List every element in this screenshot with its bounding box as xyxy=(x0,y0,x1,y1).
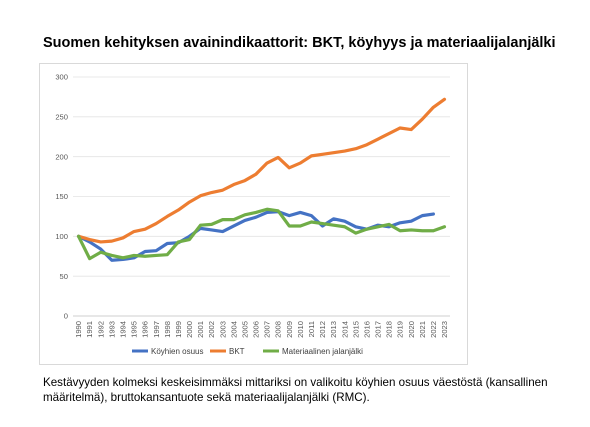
y-tick-label: 150 xyxy=(55,192,68,201)
x-tick-label: 2008 xyxy=(274,321,283,338)
x-tick-label: 2020 xyxy=(407,321,416,338)
y-tick-label: 250 xyxy=(55,112,68,121)
legend-item: Materiaalinen jalanjälki xyxy=(263,347,363,356)
x-tick-label: 2003 xyxy=(218,321,227,338)
x-axis-ticks: 1990 1991 1992 1993 1994 1995 1996 1997 1998 1999… xyxy=(74,321,449,338)
x-tick-label: 2013 xyxy=(329,321,338,338)
x-tick-label: 1990 xyxy=(74,321,83,338)
x-tick-label: 2017 xyxy=(374,321,383,338)
x-tick-label: 2006 xyxy=(252,321,261,338)
figure-caption: Kestävyyden kolmeksi keskeisimmäksi mitt… xyxy=(43,376,548,404)
legend-item: Köyhien osuus xyxy=(132,347,203,356)
x-tick-label: 1992 xyxy=(96,321,105,338)
x-tick-label: 2018 xyxy=(385,321,394,338)
x-tick-label: 1999 xyxy=(174,321,183,338)
x-tick-label: 2005 xyxy=(240,321,249,338)
x-tick-label: 2014 xyxy=(340,321,349,338)
x-tick-label: 2000 xyxy=(185,321,194,338)
y-tick-label: 300 xyxy=(55,73,68,82)
legend-label: Materiaalinen jalanjälki xyxy=(282,347,363,356)
x-tick-label: 1997 xyxy=(152,321,161,338)
chart-area: 0 50 100 150 200 250 300 1990 1991 1992 1993 1994 1… xyxy=(39,63,468,365)
y-tick-label: 100 xyxy=(55,232,68,241)
series-line-2 xyxy=(76,97,447,244)
y-axis-ticks: 0 50 100 150 200 250 300 xyxy=(55,73,68,321)
x-tick-label: 1998 xyxy=(163,321,172,338)
x-tick-label: 2023 xyxy=(440,321,449,338)
x-tick-label: 2021 xyxy=(418,321,427,338)
gridlines xyxy=(73,76,450,317)
x-tick-label: 2016 xyxy=(362,321,371,338)
x-tick-label: 1991 xyxy=(85,321,94,338)
legend-item: BKT xyxy=(210,347,245,356)
x-tick-label: 2011 xyxy=(307,321,316,337)
series-lines xyxy=(76,97,447,262)
legend-label: BKT xyxy=(229,347,245,356)
y-tick-label: 0 xyxy=(64,312,68,321)
x-tick-label: 1993 xyxy=(107,321,116,338)
x-tick-label: 2022 xyxy=(429,321,438,338)
x-tick-label: 1994 xyxy=(118,321,127,338)
x-tick-label: 1995 xyxy=(130,321,139,338)
chart-title: Suomen kehityksen avainindikaattorit: BK… xyxy=(43,35,556,51)
x-tick-label: 2004 xyxy=(229,321,238,338)
series-line-3 xyxy=(76,207,447,261)
y-tick-label: 50 xyxy=(60,272,68,281)
x-tick-label: 2007 xyxy=(263,321,272,338)
legend-label: Köyhien osuus xyxy=(151,347,203,356)
x-tick-label: 2015 xyxy=(351,321,360,338)
x-tick-label: 2012 xyxy=(318,321,327,338)
x-tick-label: 2019 xyxy=(396,321,405,338)
x-tick-label: 1996 xyxy=(141,321,150,338)
x-tick-label: 2010 xyxy=(296,321,305,338)
x-tick-label: 2002 xyxy=(207,321,216,338)
y-tick-label: 200 xyxy=(55,152,68,161)
x-tick-label: 2001 xyxy=(196,321,205,338)
x-tick-label: 2009 xyxy=(285,321,294,338)
legend: Köyhien osuus BKT Materiaalinen jalanjälki xyxy=(132,347,363,356)
